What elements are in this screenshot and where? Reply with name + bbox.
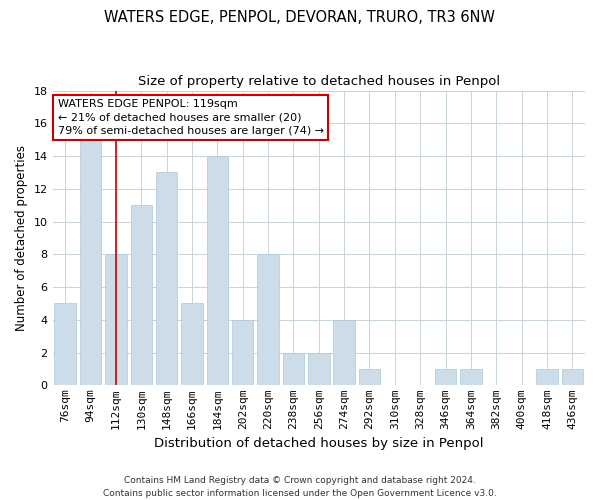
Text: WATERS EDGE, PENPOL, DEVORAN, TRURO, TR3 6NW: WATERS EDGE, PENPOL, DEVORAN, TRURO, TR3… xyxy=(104,10,496,25)
X-axis label: Distribution of detached houses by size in Penpol: Distribution of detached houses by size … xyxy=(154,437,484,450)
Y-axis label: Number of detached properties: Number of detached properties xyxy=(15,145,28,331)
Bar xyxy=(257,254,279,386)
Bar xyxy=(536,369,558,386)
Text: WATERS EDGE PENPOL: 119sqm
← 21% of detached houses are smaller (20)
79% of semi: WATERS EDGE PENPOL: 119sqm ← 21% of deta… xyxy=(58,100,324,136)
Bar xyxy=(232,320,253,386)
Bar xyxy=(308,352,329,386)
Bar xyxy=(131,205,152,386)
Bar xyxy=(562,369,583,386)
Bar xyxy=(181,304,203,386)
Bar xyxy=(435,369,457,386)
Bar xyxy=(334,320,355,386)
Bar xyxy=(460,369,482,386)
Bar xyxy=(283,352,304,386)
Bar xyxy=(156,172,178,386)
Bar xyxy=(105,254,127,386)
Bar xyxy=(55,304,76,386)
Text: Contains HM Land Registry data © Crown copyright and database right 2024.
Contai: Contains HM Land Registry data © Crown c… xyxy=(103,476,497,498)
Bar xyxy=(359,369,380,386)
Bar xyxy=(80,140,101,386)
Bar xyxy=(206,156,228,386)
Title: Size of property relative to detached houses in Penpol: Size of property relative to detached ho… xyxy=(138,75,500,88)
